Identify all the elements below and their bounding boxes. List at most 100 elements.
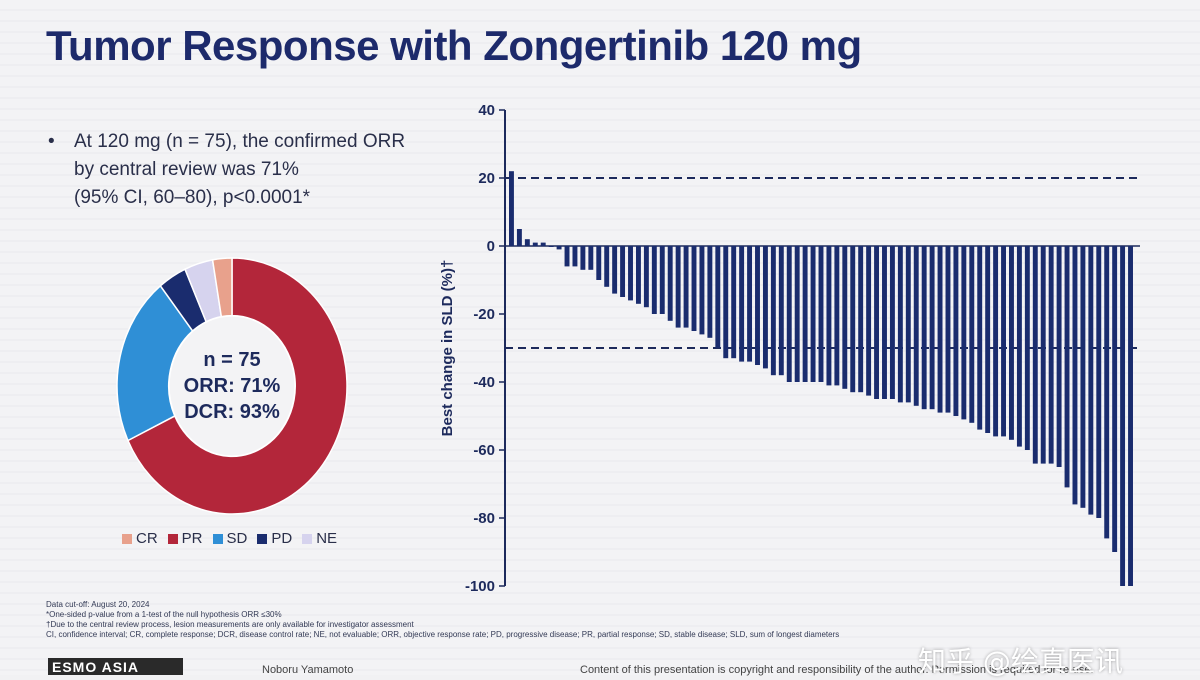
waterfall-bar <box>802 246 808 382</box>
waterfall-bar <box>675 246 681 328</box>
waterfall-bar <box>1040 246 1046 464</box>
waterfall-chart: Best change in SLD (%)† 40 20 0 -20 -40 -60 -80… <box>439 102 1140 595</box>
legend-item-pd: PD <box>257 530 292 547</box>
waterfall-bar <box>993 246 999 437</box>
waterfall-bar <box>778 246 784 376</box>
waterfall-bar <box>715 246 721 348</box>
waterfall-bar <box>858 246 864 393</box>
waterfall-bar <box>1080 246 1086 508</box>
y-tick-label: -100 <box>465 578 495 595</box>
waterfall-bar <box>667 246 673 321</box>
waterfall-bar <box>826 246 832 386</box>
waterfall-bar <box>747 246 753 362</box>
waterfall-bar <box>699 246 705 335</box>
waterfall-bar <box>953 246 959 416</box>
presenter-name: Noboru Yamamoto <box>262 664 354 676</box>
waterfall-bar <box>969 246 975 423</box>
waterfall-bar <box>683 246 689 328</box>
waterfall-bar <box>516 229 522 246</box>
legend-swatch <box>212 533 223 544</box>
waterfall-bar <box>834 246 840 386</box>
y-tick-label: 20 <box>478 170 495 187</box>
legend-item-cr: CR <box>122 530 158 547</box>
footnote: CI, confidence interval; CR, complete re… <box>46 630 840 639</box>
waterfall-bar <box>1056 246 1062 467</box>
waterfall-bar <box>651 246 657 314</box>
waterfall-bar <box>882 246 887 399</box>
waterfall-bar <box>874 246 880 399</box>
bullet-line: by central review was 71% <box>74 159 299 180</box>
legend-label: CR <box>136 530 158 547</box>
legend-item-ne: NE <box>302 530 337 547</box>
waterfall-bar <box>548 246 554 247</box>
y-tick-label: -20 <box>473 306 495 323</box>
waterfall-bar <box>985 246 991 433</box>
waterfall-bar <box>897 246 903 403</box>
esmo-logo: ESMO ASIA <box>48 658 183 675</box>
waterfall-bar <box>1112 246 1118 552</box>
waterfall-bar <box>509 171 514 246</box>
waterfall-bar <box>786 246 792 382</box>
waterfall-bar <box>921 246 927 410</box>
legend-label: PD <box>271 530 293 547</box>
donut-chart: n = 75 ORR: 71% DCR: 93% <box>112 256 352 516</box>
donut-center-text: n = 75 ORR: 71% DCR: 93% <box>112 256 352 516</box>
waterfall-bar <box>842 246 848 389</box>
waterfall-bar <box>604 246 610 287</box>
waterfall-bar <box>635 246 641 304</box>
waterfall-bar <box>1024 246 1030 450</box>
donut-hole <box>169 316 295 456</box>
waterfall-bar <box>1128 246 1133 586</box>
donut-slice-pr <box>126 257 348 515</box>
waterfall-bar <box>850 246 856 393</box>
waterfall-bar <box>524 239 530 246</box>
waterfall-bar <box>1032 246 1038 464</box>
waterfall-bar <box>731 246 737 359</box>
waterfall-bar <box>739 246 745 362</box>
legend-swatch <box>122 533 132 544</box>
waterfall-bar <box>659 246 665 314</box>
bullet-symbol: • <box>48 131 55 152</box>
waterfall-bar <box>762 246 768 369</box>
waterfall-bar <box>961 246 967 420</box>
waterfall-bar <box>580 246 586 270</box>
waterfall-bar <box>1064 246 1070 488</box>
legend-item-pr: PR <box>167 530 203 547</box>
waterfall-bar <box>1001 246 1006 437</box>
y-tick-label: 40 <box>478 102 495 119</box>
waterfall-bar <box>1016 246 1022 447</box>
waterfall-bar <box>755 246 760 365</box>
waterfall-bar <box>794 246 800 382</box>
waterfall-bar <box>564 246 570 267</box>
waterfall-bar <box>540 242 546 246</box>
copyright-notice: Content of this presentation is copyrigh… <box>580 664 1094 676</box>
y-tick-label: -60 <box>473 442 495 459</box>
waterfall-bar <box>620 246 626 297</box>
legend-label: SD <box>226 530 248 547</box>
y-axis-label: Best change in SLD (%)† <box>439 260 456 437</box>
legend-swatch <box>257 533 268 544</box>
waterfall-bar <box>643 246 649 308</box>
y-tick-label: -80 <box>473 510 495 527</box>
footnote: Data cut-off: August 20, 2024 <box>46 600 150 609</box>
watermark: 知乎 @绘真医讯 <box>918 645 1123 678</box>
footnotes: Data cut-off: August 20, 2024 *One-sided… <box>46 600 1046 640</box>
waterfall-bar <box>1009 246 1014 440</box>
legend-label: NE <box>316 530 338 547</box>
waterfall-bar <box>532 242 538 246</box>
waterfall-bar <box>810 246 816 382</box>
waterfall-bar <box>588 246 594 270</box>
legend-label: PR <box>181 530 203 547</box>
legend-swatch <box>302 533 313 544</box>
waterfall-bar <box>1096 246 1102 518</box>
waterfall-bar <box>913 246 919 406</box>
waterfall-bar <box>866 246 872 396</box>
y-tick-label: -40 <box>473 374 495 391</box>
footnote: *One-sided p-value from a 1-test of the … <box>46 610 282 619</box>
donut-dcr-label: DCR: 93% <box>184 401 280 423</box>
waterfall-bar <box>937 246 943 413</box>
bullet-line: (95% CI, 60–80), p<0.0001* <box>74 187 311 208</box>
waterfall-bar <box>1088 246 1094 515</box>
slide-title: Tumor Response with Zongertinib 120 mg <box>46 22 862 69</box>
waterfall-bar <box>905 246 911 403</box>
